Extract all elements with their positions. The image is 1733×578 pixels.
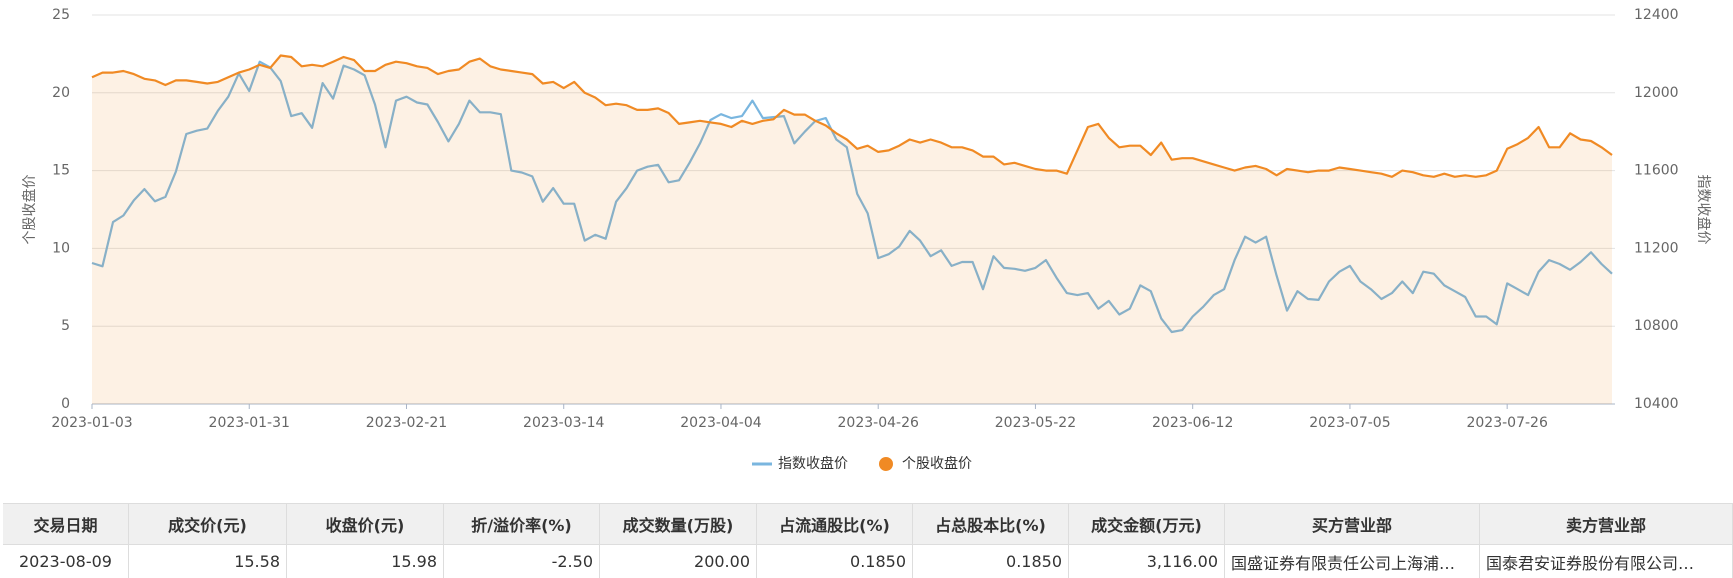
x-tick-label: 2023-07-26 xyxy=(1466,415,1547,431)
column-header: 成交价(元) xyxy=(129,504,287,545)
y2-tick-label: 12400 xyxy=(1634,7,1679,23)
table-cell: 15.58 xyxy=(129,545,287,578)
column-header: 卖方营业部 xyxy=(1480,504,1733,545)
y-axis-title: 个股收盘价 xyxy=(21,175,38,245)
table-cell: -2.50 xyxy=(444,545,600,578)
column-header: 占总股本比(%) xyxy=(913,504,1069,545)
legend-label: 个股收盘价 xyxy=(902,455,972,472)
y-tick-label: 10 xyxy=(52,240,70,256)
y2-tick-label: 10800 xyxy=(1634,318,1679,334)
table-cell: 200.00 xyxy=(600,545,757,578)
y2-tick-label: 10400 xyxy=(1634,396,1679,412)
column-header: 占流通股比(%) xyxy=(757,504,913,545)
column-header: 折/溢价率(%) xyxy=(444,504,600,545)
column-header: 买方营业部 xyxy=(1225,504,1480,545)
y-tick-label: 0 xyxy=(61,396,70,412)
x-tick-label: 2023-04-26 xyxy=(838,415,919,431)
y-tick-label: 15 xyxy=(52,163,70,179)
area xyxy=(92,56,1612,405)
y2-axis-title: 指数收盘价 xyxy=(1695,175,1712,245)
column-header: 交易日期 xyxy=(3,504,129,545)
table-cell: 15.98 xyxy=(287,545,444,578)
column-header: 成交金额(万元) xyxy=(1069,504,1225,545)
table-cell: 0.1850 xyxy=(757,545,913,578)
table-cell: 国盛证券有限责任公司上海浦… xyxy=(1225,545,1480,578)
y-tick-label: 25 xyxy=(52,7,70,23)
x-tick-label: 2023-03-14 xyxy=(523,415,604,431)
table-cell: 国泰君安证券股份有限公司… xyxy=(1480,545,1733,578)
x-tick-label: 2023-01-31 xyxy=(209,415,290,431)
x-tick-label: 2023-06-12 xyxy=(1152,415,1233,431)
chart: 0 5 10 15 20 25 10400 10800 11200 11600 12000 12400… xyxy=(0,0,1733,495)
table-cell: 2023-08-09 xyxy=(3,545,129,578)
x-tick-label: 2023-04-04 xyxy=(680,415,761,431)
table-cell: 0.1850 xyxy=(913,545,1069,578)
y2-tick-label: 11600 xyxy=(1634,163,1679,179)
y-tick-label: 20 xyxy=(52,85,70,101)
x-tick-label: 2023-07-05 xyxy=(1309,415,1390,431)
legend-marker xyxy=(879,457,893,471)
header-row: 交易日期成交价(元)收盘价(元)折/溢价率(%)成交数量(万股)占流通股比(%)… xyxy=(3,504,1733,545)
table-cell: 3,116.00 xyxy=(1069,545,1225,578)
legend-label: 指数收盘价 xyxy=(778,455,848,472)
trade-table: 交易日期成交价(元)收盘价(元)折/溢价率(%)成交数量(万股)占流通股比(%)… xyxy=(3,503,1733,578)
x-tick-label: 2023-02-21 xyxy=(366,415,447,431)
y-tick-label: 5 xyxy=(61,318,70,334)
x-tick-label: 2023-01-03 xyxy=(51,415,132,431)
x-tick-label: 2023-05-22 xyxy=(995,415,1076,431)
y2-tick-label: 11200 xyxy=(1634,240,1679,256)
column-header: 收盘价(元) xyxy=(287,504,444,545)
column-header: 成交数量(万股) xyxy=(600,504,757,545)
y2-tick-label: 12000 xyxy=(1634,85,1679,101)
